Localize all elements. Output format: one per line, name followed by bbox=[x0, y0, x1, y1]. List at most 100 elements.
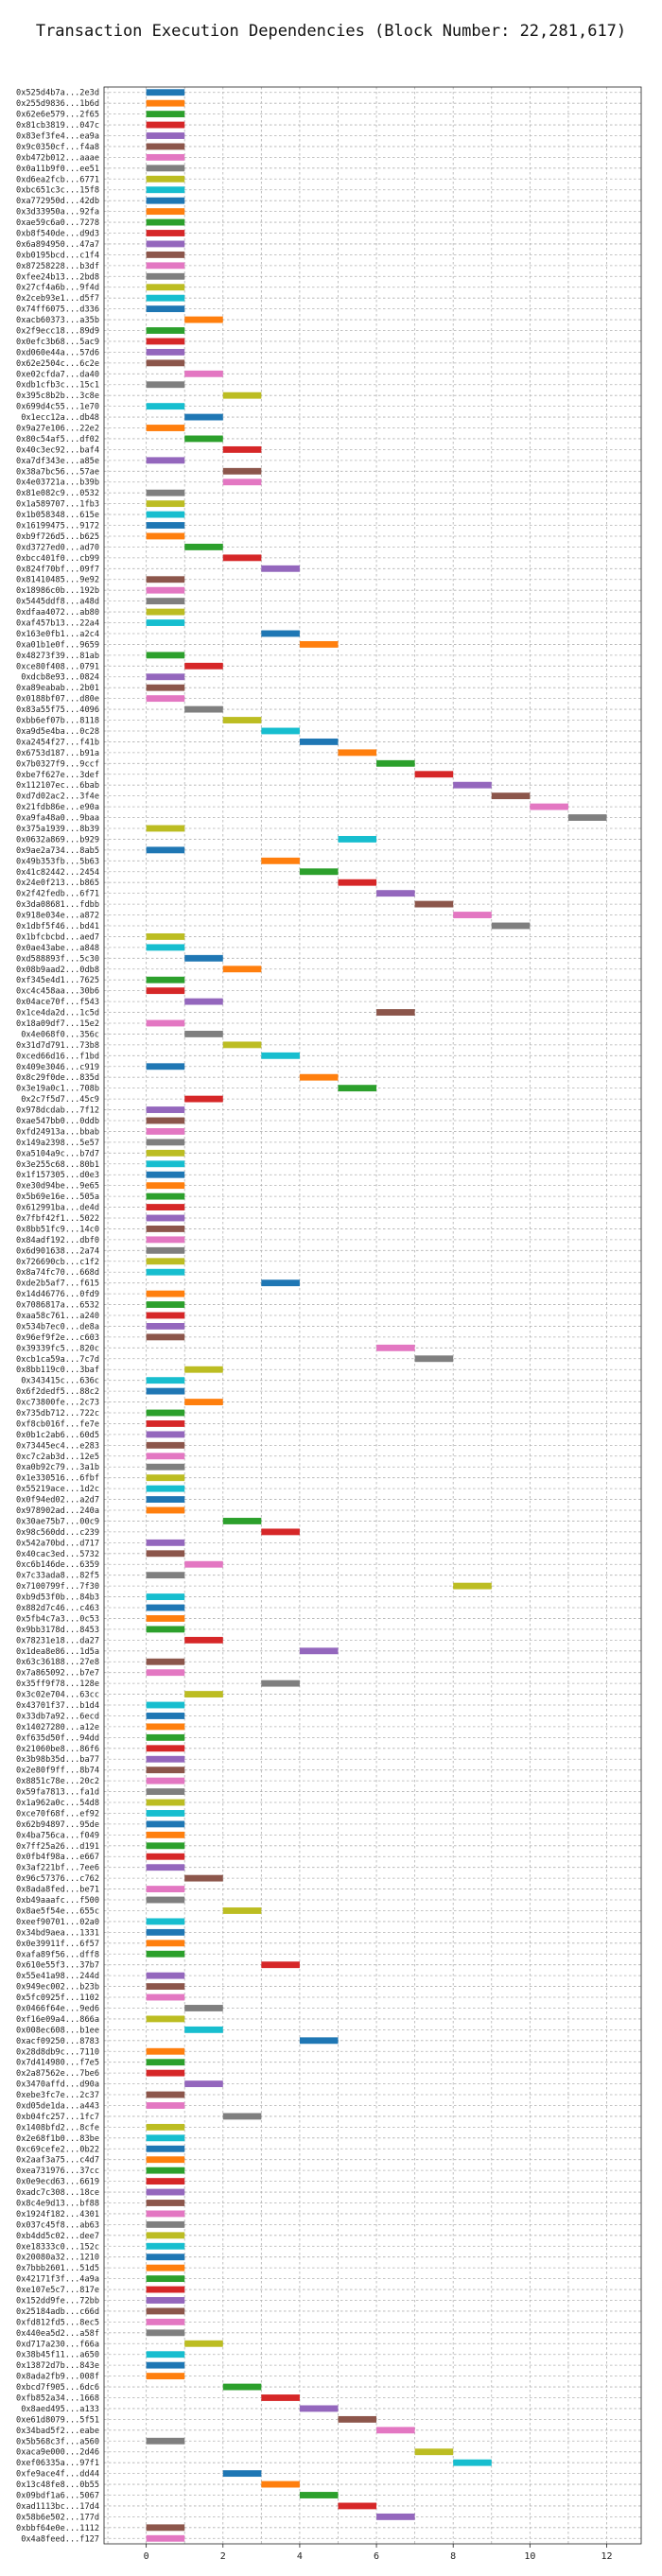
transaction-bar bbox=[146, 1788, 185, 1796]
y-tick-label: 0xf16e09a4...866a bbox=[16, 2015, 99, 2025]
y-tick-label: 0x0e39911f...6f57 bbox=[16, 1940, 99, 1949]
y-tick-label: 0xc69cefe2...0b22 bbox=[16, 2145, 99, 2154]
transaction-bar bbox=[146, 1799, 185, 1806]
y-tick-label: 0x09bdf1a6...5067 bbox=[16, 2491, 99, 2500]
transaction-bar bbox=[146, 1149, 185, 1157]
transaction-bar bbox=[146, 381, 185, 389]
y-tick-label: 0x34bd9aea...1331 bbox=[16, 1928, 99, 1938]
transaction-bar bbox=[146, 1713, 185, 1719]
y-tick-label: 0x0e9ecd63...6619 bbox=[16, 2178, 99, 2187]
y-tick-label: 0x0ae43abe...a848 bbox=[16, 944, 99, 953]
transaction-bar bbox=[146, 1940, 185, 1947]
transaction-bar bbox=[299, 1647, 339, 1655]
transaction-bar bbox=[146, 2210, 185, 2218]
y-tick-label: 0xced66d16...f1bd bbox=[16, 1052, 99, 1061]
transaction-bar bbox=[338, 835, 377, 843]
transaction-bar bbox=[146, 652, 185, 659]
y-tick-label: 0x81cb3819...047c bbox=[16, 121, 99, 131]
transaction-bar bbox=[376, 1009, 415, 1016]
y-tick-label: 0x5b69e16e...505a bbox=[16, 1192, 99, 1202]
y-tick-label: 0x62e6e579...2f65 bbox=[16, 111, 99, 120]
transaction-bar bbox=[146, 348, 185, 356]
y-tick-label: 0x16199475...9172 bbox=[16, 522, 99, 531]
transaction-bar bbox=[146, 1896, 185, 1904]
y-tick-label: 0x726690cb...c1f2 bbox=[16, 1258, 99, 1267]
y-tick-label: 0x14027280...a12e bbox=[16, 1723, 99, 1732]
transaction-bar bbox=[414, 1355, 454, 1363]
transaction-bar bbox=[146, 1755, 185, 1763]
y-tick-label: 0x20080a32...1210 bbox=[16, 2254, 99, 2263]
transaction-bar bbox=[146, 425, 185, 431]
transaction-bar bbox=[146, 1312, 185, 1319]
y-tick-label: 0xfe9ace4f...dd44 bbox=[16, 2470, 99, 2480]
y-tick-label: 0xbc651c3c...15f8 bbox=[16, 186, 99, 196]
y-tick-label: 0x1b058348...615e bbox=[16, 511, 99, 520]
transaction-bar bbox=[146, 576, 185, 583]
transaction-bar bbox=[376, 2513, 415, 2520]
transaction-bar bbox=[146, 1160, 185, 1168]
y-tick-label: 0x824f70bf...09f7 bbox=[16, 565, 99, 574]
y-tick-label: 0x0466f64e...9ed6 bbox=[16, 2004, 99, 2013]
y-tick-label: 0x8851c78e...20c2 bbox=[16, 1777, 99, 1786]
y-tick-label: 0x2f42fedb...6f71 bbox=[16, 890, 99, 899]
y-tick-label: 0x81e082c9...0532 bbox=[16, 489, 99, 498]
transaction-bar bbox=[261, 565, 300, 572]
grid-lines bbox=[104, 87, 641, 2544]
transaction-bar bbox=[146, 2178, 185, 2185]
transaction-bar bbox=[146, 1615, 185, 1622]
y-tick-label: 0x1408bfd2...8cfe bbox=[16, 2123, 99, 2132]
y-tick-label: 0x534b7ec0...de8a bbox=[16, 1322, 99, 1332]
transaction-bar bbox=[184, 2340, 223, 2347]
transaction-bar bbox=[146, 2091, 185, 2098]
y-tick-label: 0x0fb4f98a...e667 bbox=[16, 1853, 99, 1862]
y-tick-label: 0xad1113bc...17d4 bbox=[16, 2502, 99, 2512]
y-tick-label: 0xacf09250...8783 bbox=[16, 2037, 99, 2046]
transaction-bar bbox=[567, 814, 607, 821]
x-tick-label: 10 bbox=[524, 2551, 535, 2562]
y-tick-label: 0x55219ace...1d2c bbox=[16, 1485, 99, 1494]
transaction-bar bbox=[146, 230, 185, 236]
y-tick-label: 0xd3727ed0...ad70 bbox=[16, 543, 99, 552]
transaction-bar bbox=[299, 2492, 339, 2498]
y-tick-label: 0x7ff25a26...d191 bbox=[16, 1842, 99, 1852]
y-tick-label: 0x7086817a...6532 bbox=[16, 1301, 99, 1311]
y-tick-label: 0x1dea8e86...1d5a bbox=[16, 1647, 99, 1657]
y-tick-label: 0x7d414980...f7e5 bbox=[16, 2059, 99, 2068]
transaction-bar bbox=[146, 2286, 185, 2293]
transaction-bar bbox=[146, 1204, 185, 1210]
y-tick-label: 0xd588893f...5c30 bbox=[16, 954, 99, 964]
transaction-bar bbox=[146, 2307, 185, 2315]
transaction-bar bbox=[338, 2502, 377, 2510]
transaction-bar bbox=[530, 803, 568, 810]
y-tick-label: 0x8c4e9d13...bf88 bbox=[16, 2199, 99, 2208]
y-tick-label: 0x7fbf42f1...5022 bbox=[16, 1214, 99, 1224]
transaction-bar bbox=[184, 1366, 223, 1373]
transaction-bar bbox=[146, 2015, 185, 2023]
y-tick-label: 0x0f94ed02...a2d7 bbox=[16, 1496, 99, 1506]
y-tick-label: 0x112107ec...6bab bbox=[16, 781, 99, 791]
y-tick-label: 0xce70f68f...ef92 bbox=[16, 1809, 99, 1819]
y-tick-label: 0x1f157305...d0e3 bbox=[16, 1171, 99, 1180]
transaction-bar bbox=[146, 1420, 185, 1427]
y-tick-label: 0xfd812fd5...8ec5 bbox=[16, 2318, 99, 2327]
transaction-bar bbox=[338, 879, 377, 886]
transaction-bar bbox=[146, 1226, 185, 1232]
y-tick-label: 0x73445ec4...e283 bbox=[16, 1441, 99, 1451]
transaction-bar bbox=[146, 2297, 185, 2304]
transaction-bar bbox=[146, 2220, 185, 2228]
transaction-bar bbox=[146, 1409, 185, 1417]
transaction-bar bbox=[146, 1842, 185, 1850]
transaction-bar bbox=[146, 208, 185, 216]
transaction-bar bbox=[146, 976, 185, 983]
y-tick-label: 0x48273f39...81ab bbox=[16, 652, 99, 661]
y-tick-label: 0x18a09df7...15e2 bbox=[16, 1019, 99, 1029]
transaction-bar bbox=[146, 1810, 185, 1817]
y-tick-label: 0x4ba756ca...f049 bbox=[16, 1831, 99, 1840]
y-tick-label: 0xb9f726d5...b625 bbox=[16, 532, 99, 542]
transaction-bar bbox=[146, 1550, 185, 1558]
y-tick-label: 0x7b0327f9...9ccf bbox=[16, 759, 99, 769]
y-tick-label: 0xcb1ca59a...7c7d bbox=[16, 1355, 99, 1365]
transaction-bar bbox=[146, 2534, 185, 2542]
transaction-bar bbox=[146, 1431, 185, 1438]
